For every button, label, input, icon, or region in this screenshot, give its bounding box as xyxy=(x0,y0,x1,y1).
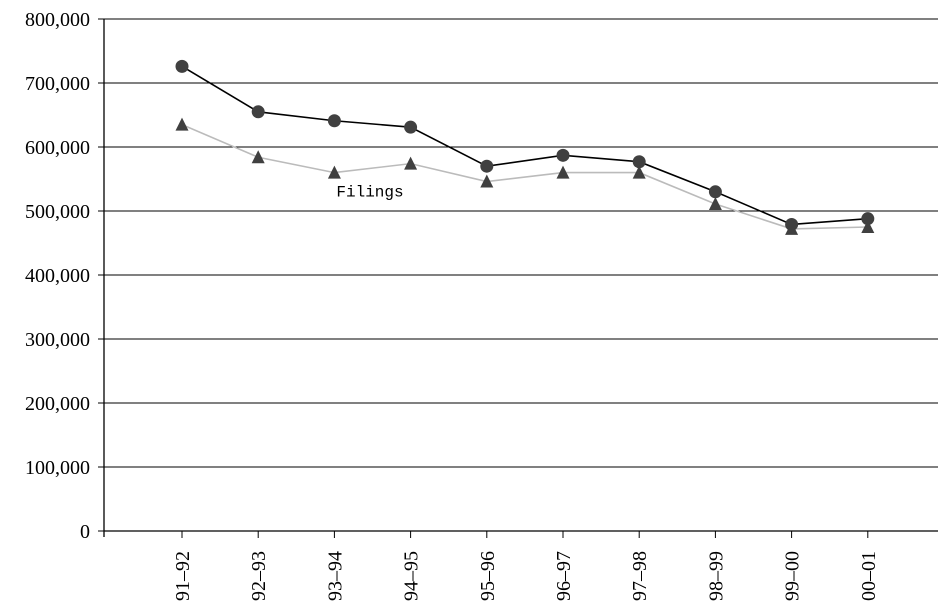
triangle-marker xyxy=(708,196,722,210)
circle-marker xyxy=(861,212,875,226)
x-tick-label: 94–95 xyxy=(401,551,423,601)
x-axis-tick-labels: 91–92 92–93 93–94 94–95 95–96 96–97 97–98 98–99… xyxy=(172,551,880,601)
circle-marker xyxy=(404,120,418,134)
y-axis-tick-labels: 0 100,000 200,000 300,000 400,000 500,000 600,… xyxy=(25,9,90,543)
triangle-marker xyxy=(251,150,265,164)
series-markers xyxy=(175,59,875,235)
x-tick-label: 91–92 xyxy=(172,551,194,601)
y-tick-label: 800,000 xyxy=(25,9,90,31)
y-tick-label: 0 xyxy=(80,521,90,543)
y-tick-label: 200,000 xyxy=(25,393,90,415)
circle-marker xyxy=(708,185,722,199)
x-tick-label: 97–98 xyxy=(629,551,651,601)
y-tick-label: 400,000 xyxy=(25,265,90,287)
annotation-label: Filings xyxy=(336,183,403,201)
triangle-marker xyxy=(404,156,418,170)
x-tick-label: 93–94 xyxy=(324,551,346,601)
circle-marker xyxy=(251,105,265,119)
x-tick-label: 95–96 xyxy=(477,551,499,601)
x-tick-label: 92–93 xyxy=(248,551,270,601)
x-tick-label: 00–01 xyxy=(858,551,880,601)
circle-marker xyxy=(632,155,646,169)
x-tick-label: 96–97 xyxy=(553,551,575,601)
circle-marker xyxy=(327,114,341,128)
triangle-marker xyxy=(632,165,646,179)
triangle-marker xyxy=(480,174,494,188)
y-tick-label: 500,000 xyxy=(25,201,90,223)
y-tick-label: 300,000 xyxy=(25,329,90,351)
triangle-marker xyxy=(175,117,189,131)
triangle-marker xyxy=(861,220,875,233)
circle-marker xyxy=(175,59,189,73)
axes xyxy=(98,18,938,538)
x-tick-label: 99–00 xyxy=(782,551,804,601)
triangle-marker xyxy=(327,165,341,179)
series-line-triangle xyxy=(181,123,868,230)
circle-marker xyxy=(480,159,494,173)
series-lines xyxy=(181,65,868,230)
annotations: Filings xyxy=(336,183,403,201)
y-tick-label: 700,000 xyxy=(25,73,90,95)
y-tick-label: 100,000 xyxy=(25,457,90,479)
x-tick-label: 98–99 xyxy=(705,551,727,601)
triangle-marker xyxy=(556,165,570,179)
gridlines xyxy=(104,18,938,468)
circle-marker xyxy=(556,148,570,162)
circle-marker xyxy=(785,217,799,231)
series-line-circle xyxy=(181,65,868,226)
y-tick-label: 600,000 xyxy=(25,137,90,159)
